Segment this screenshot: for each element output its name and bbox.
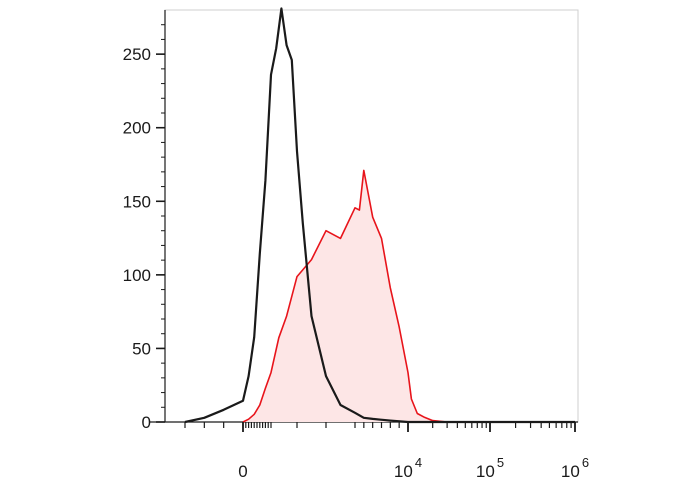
series-area — [243, 170, 575, 422]
y-tick-label: 0 — [142, 413, 151, 432]
minor-ticks — [161, 24, 576, 428]
y-tick-label: 200 — [123, 119, 151, 138]
y-tick-label: 150 — [123, 192, 151, 211]
y-tick-label: 50 — [132, 339, 151, 358]
series-line — [184, 7, 575, 424]
x-tick-label: 0 — [238, 462, 247, 481]
x-tick-label: 10 5 — [476, 455, 504, 481]
series-layer — [184, 7, 575, 424]
y-tick-label: 100 — [123, 266, 151, 285]
y-tick-label: 250 — [123, 45, 151, 64]
x-tick-label: 10 6 — [561, 455, 589, 481]
x-tick-labels: 0 10 4 10 5 10 6 — [238, 422, 589, 481]
y-tick-labels: 0 50 100 150 200 250 — [123, 45, 165, 432]
x-tick-label: 10 4 — [394, 455, 422, 481]
series-line — [242, 169, 575, 423]
